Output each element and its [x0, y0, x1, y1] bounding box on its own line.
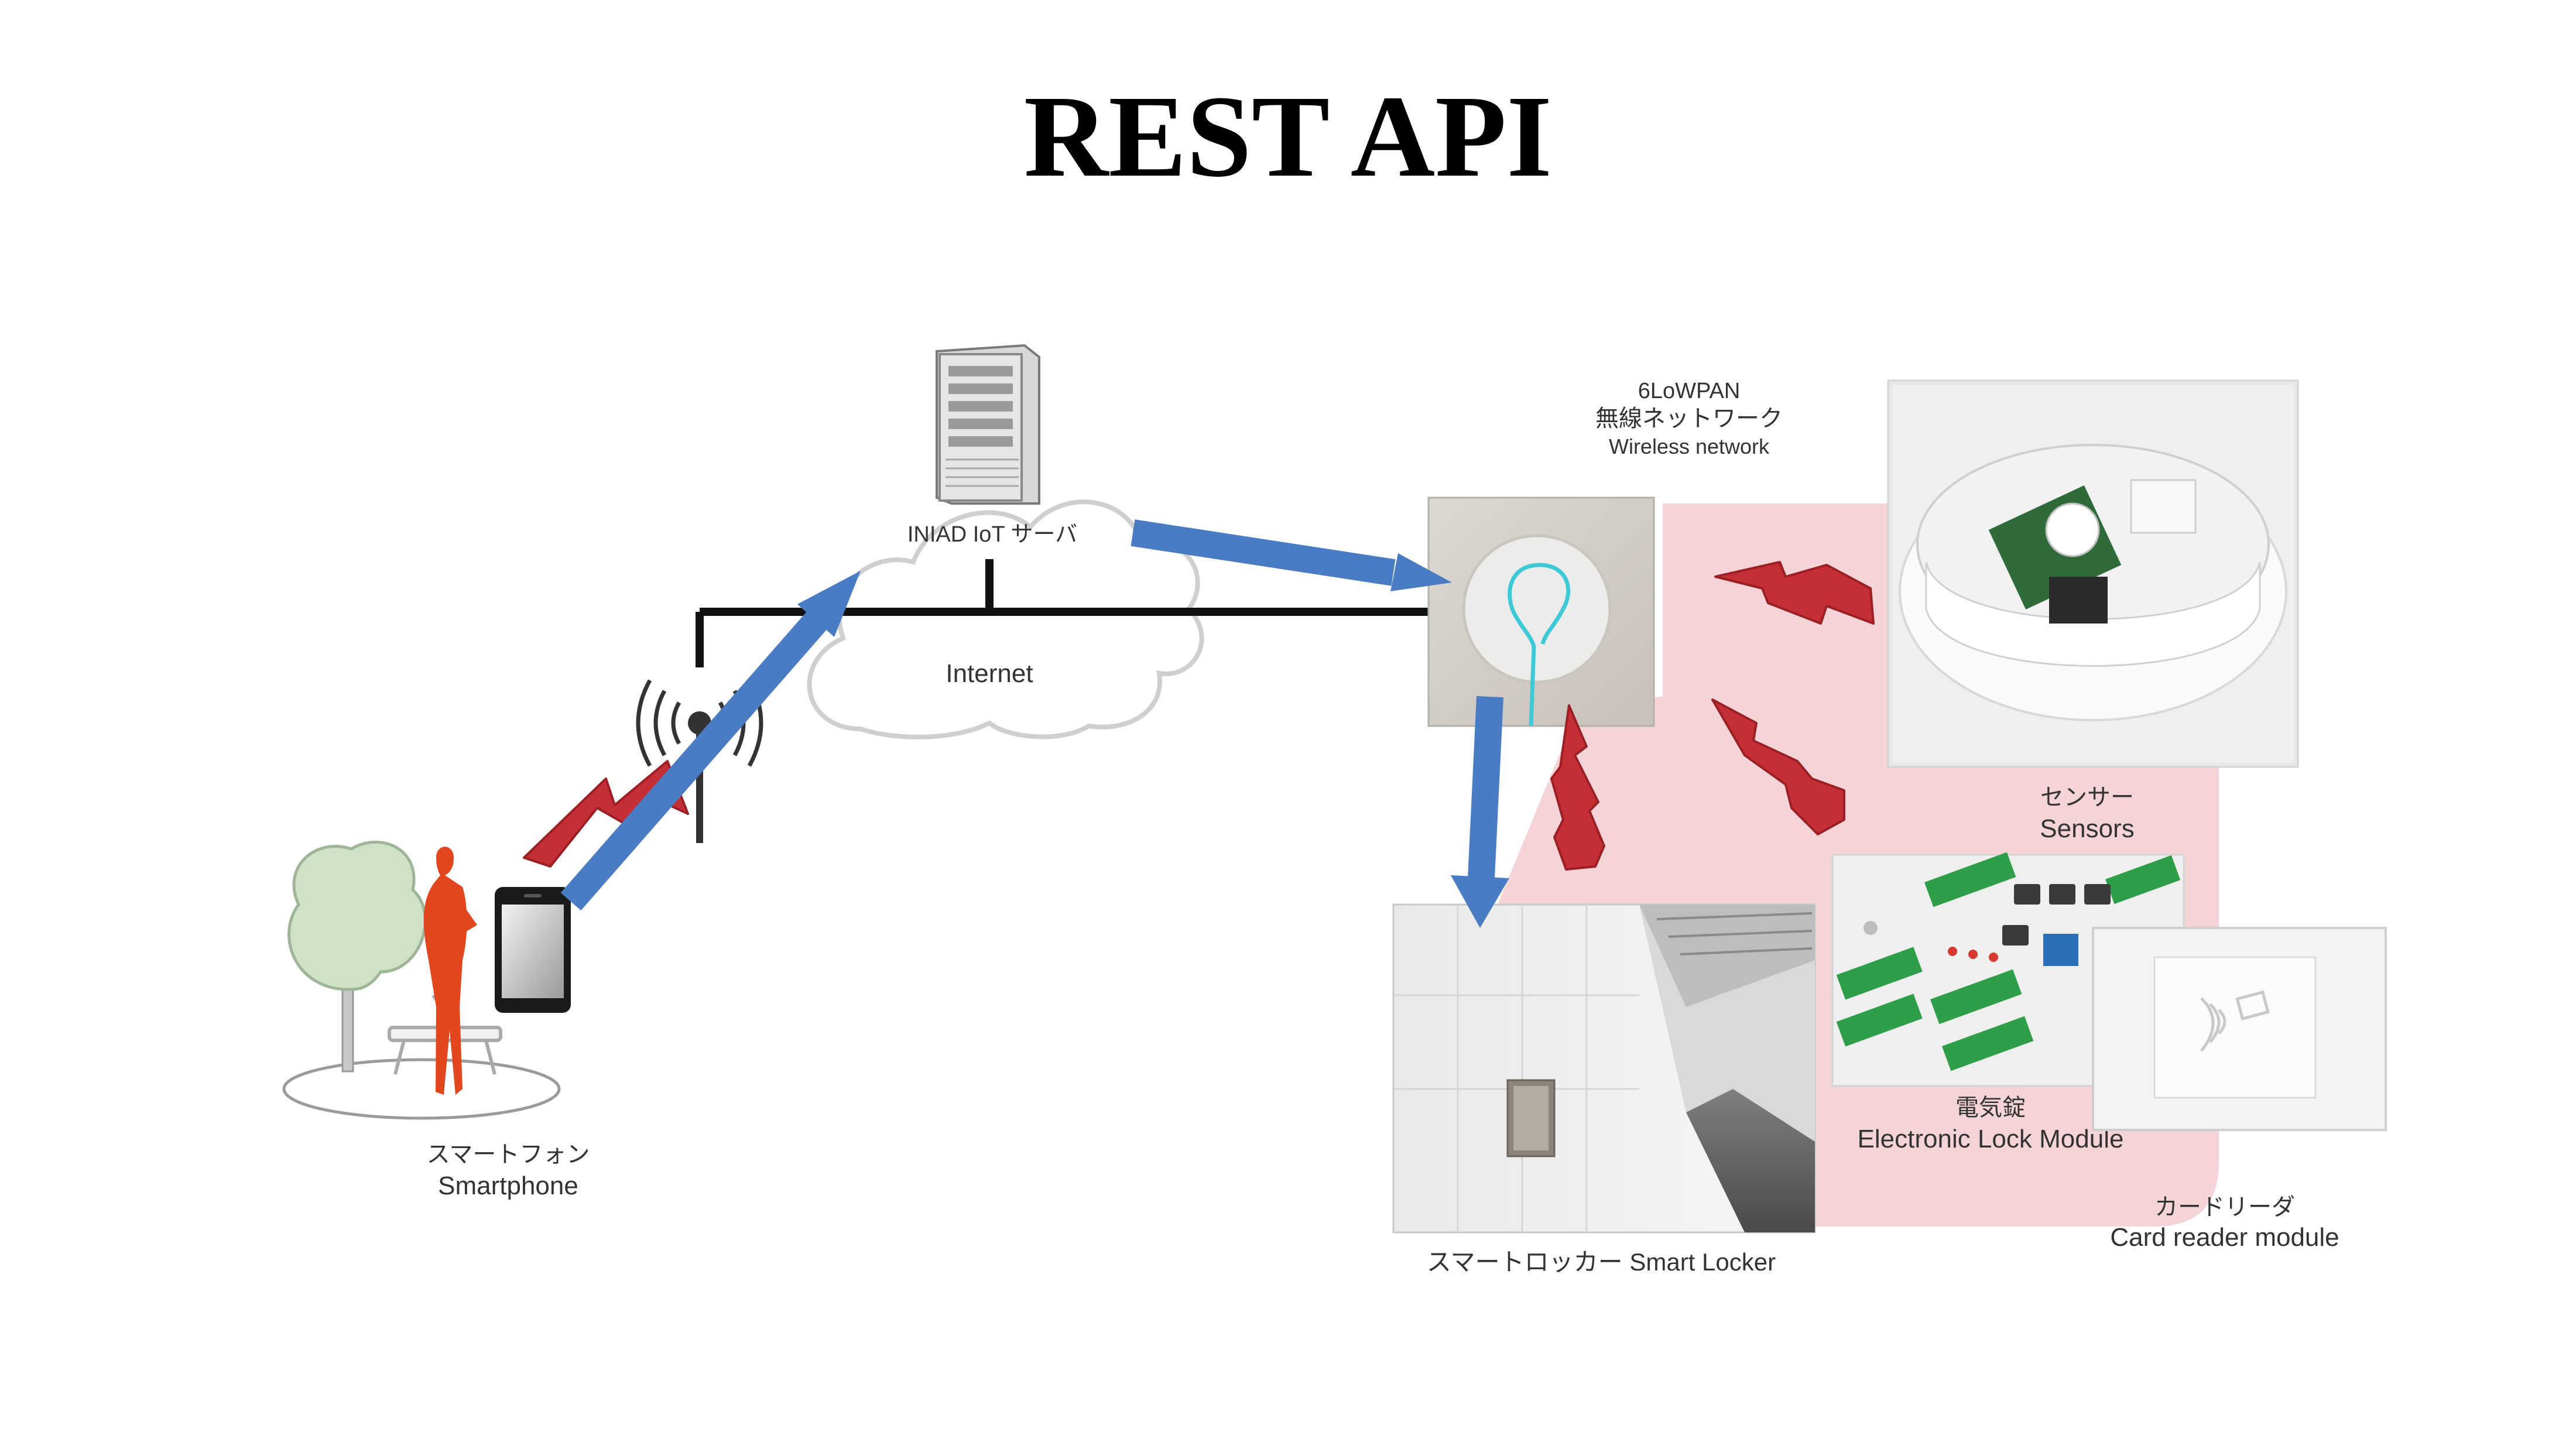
smartphone-icon — [495, 887, 571, 1013]
network-label-en: Wireless network — [1609, 434, 1770, 458]
card-reader-label-ja: カードリーダ — [2154, 1194, 2295, 1220]
server-label: INIAD IoT サーバ — [907, 522, 1077, 547]
network-label-ja: 無線ネットワーク — [1595, 406, 1783, 431]
smart-locker-image — [1392, 903, 1816, 1234]
sensors-image — [1887, 379, 2299, 768]
lightning-sensor-icon — [1714, 561, 1875, 625]
lightning-lock-module-icon — [1711, 698, 1845, 835]
arrow-hub-to-locker — [1451, 696, 1509, 928]
lock-module-image — [1831, 852, 2185, 1087]
card-reader-nfc-icon — [2200, 990, 2270, 1052]
page-title: REST API — [1024, 72, 1552, 201]
tree-icon — [287, 840, 427, 991]
arrow-phone-to-server — [560, 571, 861, 911]
smartphone-label-en: Smartphone — [438, 1171, 578, 1200]
sensors-label-ja: センサー — [2040, 785, 2134, 810]
person-icon — [423, 847, 467, 1095]
card-reader-image — [2092, 927, 2387, 1131]
card-reader-label-en: Card reader module — [2110, 1223, 2339, 1252]
lock-module-label-ja: 電気錠 — [1955, 1095, 2026, 1121]
smartphone-label-ja: スマートフォン — [427, 1142, 590, 1167]
hub-image — [1427, 496, 1655, 727]
smart-locker-label: スマートロッカー Smart Locker — [1427, 1248, 1776, 1276]
server-rack-icon — [936, 344, 1040, 505]
network-label-protocol: 6LoWPAN — [1638, 379, 1741, 403]
smartphone-user-scene — [282, 840, 571, 1120]
lock-module-label-en: Electronic Lock Module — [1858, 1125, 2124, 1153]
ground-ellipse — [282, 1058, 561, 1120]
sensors-label-en: Sensors — [2040, 814, 2134, 843]
internet-label: Internet — [946, 659, 1033, 688]
person-arm-icon — [457, 896, 477, 934]
lightning-locker-icon — [1550, 704, 1605, 871]
arrow-server-to-hub — [1131, 519, 1452, 591]
